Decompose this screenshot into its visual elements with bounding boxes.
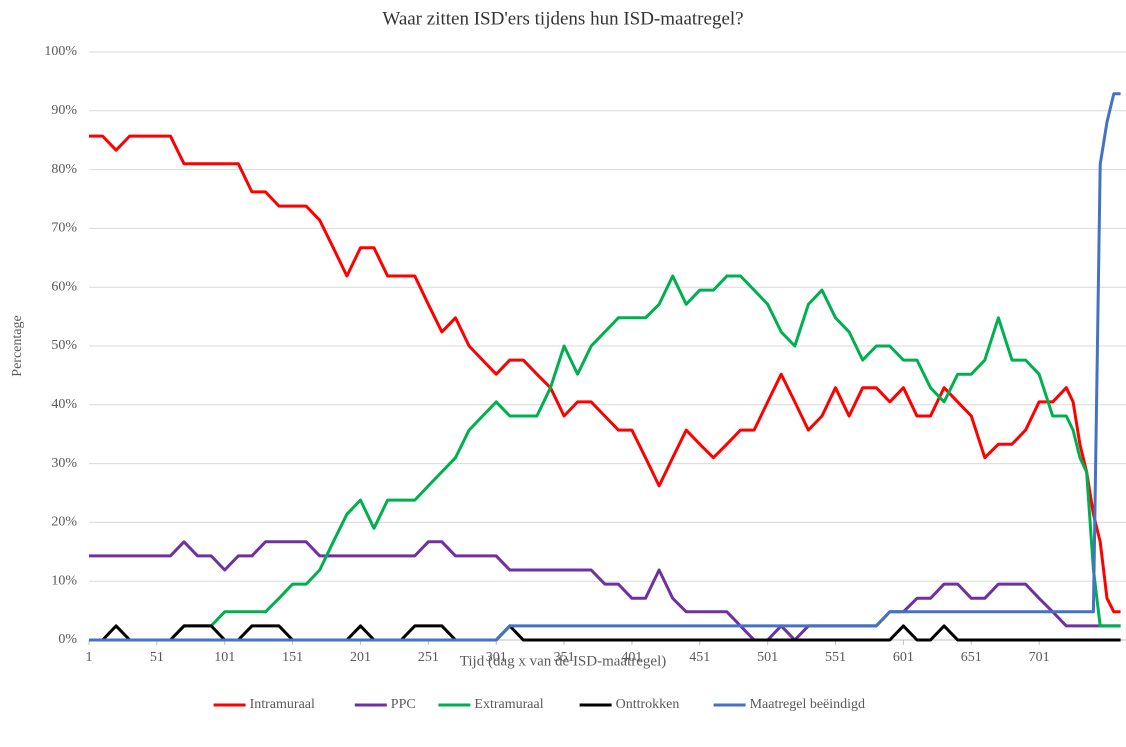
x-tick-label: 701: [1029, 650, 1050, 665]
x-tick-label: 1: [86, 650, 93, 665]
x-axis-label: Tijd (dag x van de ISD-maatregel): [460, 653, 666, 669]
x-tick-label: 301: [486, 650, 507, 665]
series-line: [89, 134, 1121, 614]
y-tick-label: 90%: [51, 103, 77, 118]
x-tick-label: 451: [689, 650, 710, 665]
y-tick-label: 30%: [51, 456, 77, 471]
legend-label: PPC: [391, 697, 416, 712]
y-tick-label: 80%: [51, 162, 77, 177]
series-line: [89, 92, 1121, 642]
x-tick-label: 401: [621, 650, 642, 665]
y-axis-label: Percentage: [10, 315, 25, 376]
y-tick-label: 0%: [58, 632, 77, 647]
series-line: [89, 274, 1121, 642]
y-tick-label: 20%: [51, 515, 77, 530]
x-tick-label: 351: [554, 650, 575, 665]
y-tick-label: 50%: [51, 338, 77, 353]
legend-label: Onttrokken: [616, 697, 680, 712]
series-line: [89, 624, 1121, 642]
x-tick-label: 551: [825, 650, 846, 665]
y-tick-label: 10%: [51, 573, 77, 588]
x-tick-label: 201: [350, 650, 371, 665]
legend-label: Intramuraal: [250, 697, 315, 712]
chart-title: Waar zitten ISD'ers tijdens hun ISD-maat…: [382, 8, 743, 29]
legend-label: Maatregel beëindigd: [750, 697, 865, 712]
y-tick-label: 60%: [51, 279, 77, 294]
x-tick-label: 501: [757, 650, 778, 665]
x-tick-label: 51: [150, 650, 164, 665]
series-line: [89, 540, 1121, 642]
x-tick-label: 101: [214, 650, 235, 665]
x-tick-label: 651: [961, 650, 982, 665]
x-tick-label: 151: [282, 650, 303, 665]
x-tick-label: 601: [893, 650, 914, 665]
legend-label: Extramuraal: [474, 697, 543, 712]
y-tick-label: 70%: [51, 221, 77, 236]
x-tick-label: 251: [418, 650, 439, 665]
y-tick-label: 40%: [51, 397, 77, 412]
y-tick-label: 100%: [44, 44, 77, 59]
